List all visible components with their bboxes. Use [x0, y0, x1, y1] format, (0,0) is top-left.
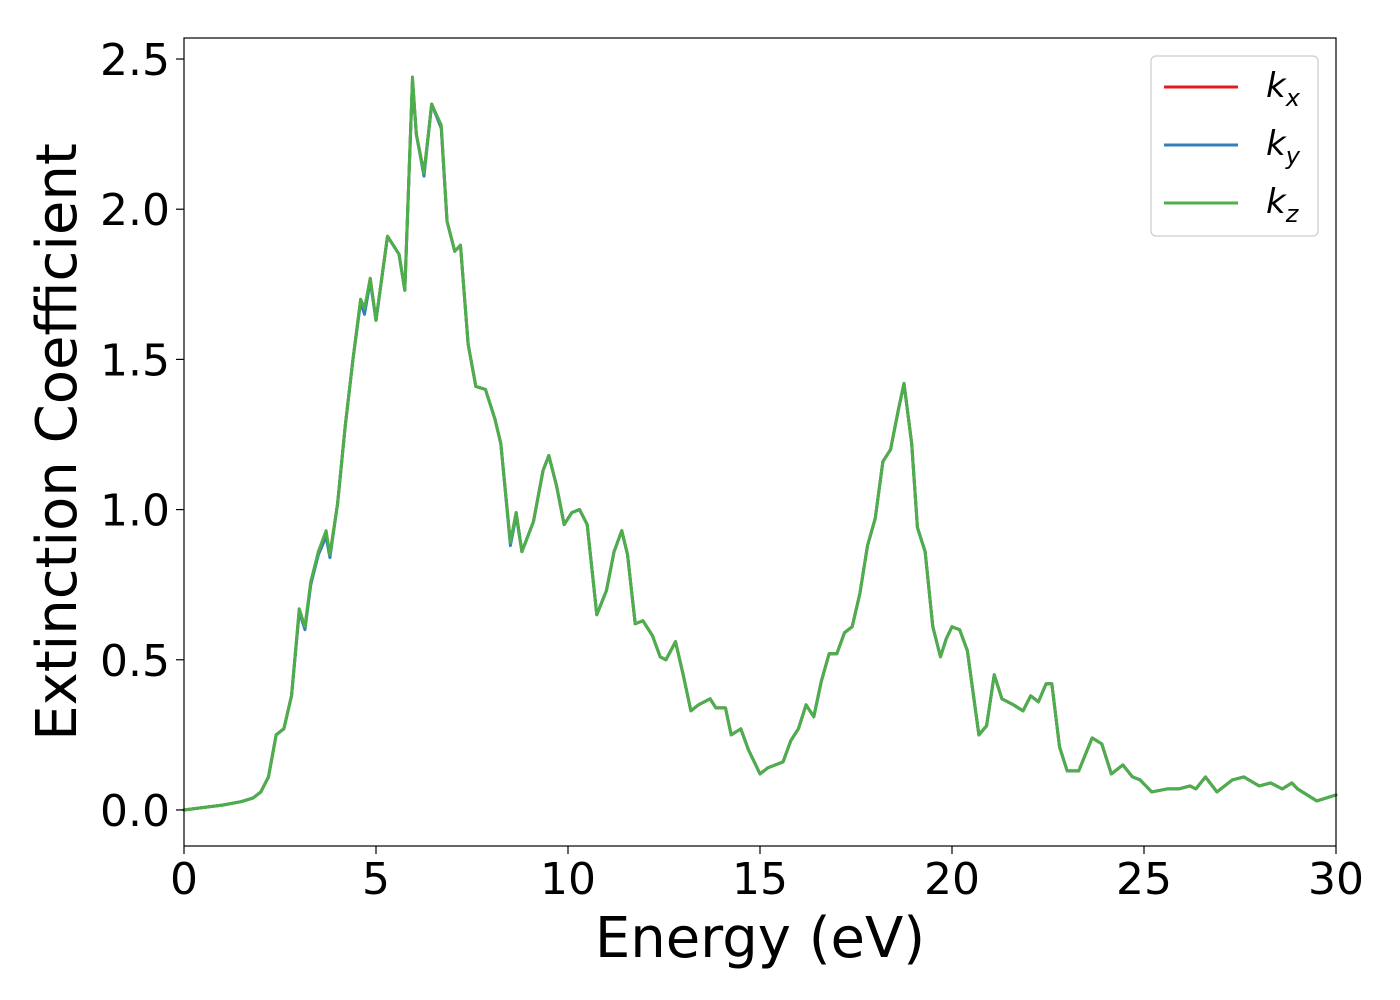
y-tick-label: 2.5	[100, 35, 170, 86]
x-tick-label: 5	[362, 854, 390, 905]
series-layer	[182, 75, 1338, 812]
y-axis-title: Extinction Coefficient	[25, 143, 90, 741]
legend-label-kz: kz	[1266, 182, 1300, 228]
x-tick-label: 15	[732, 854, 788, 905]
y-tick-label: 1.5	[100, 335, 170, 386]
y-axis-ticks: 0.0 0.5 1.0 1.5 2.0 2.5	[100, 35, 184, 837]
y-tick-label: 0.0	[100, 786, 170, 837]
legend-label-kx: kx	[1266, 66, 1301, 112]
series-line-k-z	[182, 75, 1338, 812]
x-tick-label: 30	[1308, 854, 1364, 905]
x-axis-title: Energy (eV)	[595, 906, 925, 971]
y-tick-label: 2.0	[100, 185, 170, 236]
x-tick-label: 10	[540, 854, 596, 905]
x-tick-label: 25	[1116, 854, 1172, 905]
y-tick-label: 1.0	[100, 486, 170, 537]
x-tick-label: 20	[924, 854, 980, 905]
legend: kx ky kz	[1150, 55, 1319, 237]
y-tick-label: 0.5	[100, 636, 170, 687]
legend-label-ky: ky	[1266, 124, 1301, 170]
x-tick-label: 0	[170, 854, 198, 905]
x-axis-ticks: 0 5 10 15 20 25 30	[170, 846, 1364, 905]
